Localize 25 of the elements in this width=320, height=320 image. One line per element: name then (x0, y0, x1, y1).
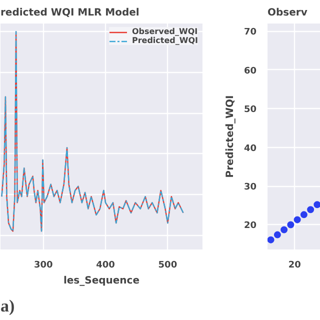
x-tick-label: 300 (34, 260, 53, 270)
point (300, 211, 308, 218)
y-tick-label: 40 (244, 144, 257, 154)
text: a) (0, 296, 15, 316)
point (294, 216, 301, 224)
y-axis-title: Predicted_WQI (224, 95, 236, 178)
x-tick-label: 400 (96, 260, 115, 270)
point (307, 206, 314, 214)
point (280, 226, 288, 234)
text: 20 (288, 260, 301, 270)
y-tick-label: 60 (244, 66, 257, 76)
y-tick-label: 20 (244, 221, 257, 232)
chart-title: Observ (268, 8, 308, 18)
legend-label: Predicted_WQI (132, 36, 198, 45)
y-tick-label: 50 (244, 105, 257, 116)
y-tick-label: 30 (244, 182, 257, 193)
point (287, 221, 294, 228)
point (268, 236, 274, 244)
chart-title: redicted WQI MLR Model (0, 8, 140, 18)
legend-label: Observed_WQI (132, 27, 198, 36)
x-tick-label: 500 (158, 260, 178, 270)
y-tick-label: 70 (244, 28, 257, 38)
point (314, 201, 320, 208)
x-axis-title: les_Sequence (63, 276, 140, 286)
point (274, 231, 281, 238)
